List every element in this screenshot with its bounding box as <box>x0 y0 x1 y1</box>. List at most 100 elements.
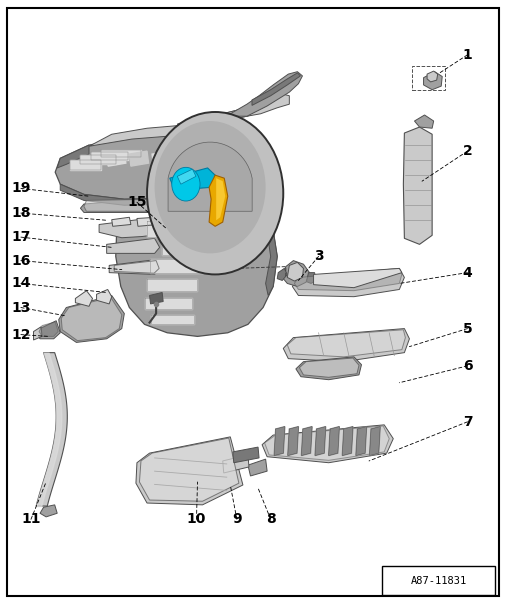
Polygon shape <box>220 151 239 166</box>
Polygon shape <box>107 238 160 253</box>
Polygon shape <box>414 115 433 128</box>
Polygon shape <box>84 199 160 211</box>
Circle shape <box>171 168 199 201</box>
Polygon shape <box>122 214 270 235</box>
Polygon shape <box>287 427 298 455</box>
Text: 4: 4 <box>462 266 471 280</box>
Polygon shape <box>80 198 163 212</box>
Polygon shape <box>295 357 361 380</box>
Text: 1: 1 <box>462 48 471 62</box>
Polygon shape <box>232 447 259 463</box>
Polygon shape <box>174 151 193 166</box>
Polygon shape <box>151 315 193 324</box>
Polygon shape <box>149 292 163 304</box>
Polygon shape <box>36 353 67 506</box>
Polygon shape <box>70 160 100 171</box>
Polygon shape <box>274 427 284 455</box>
Polygon shape <box>283 329 409 362</box>
Polygon shape <box>80 155 116 165</box>
Polygon shape <box>36 321 60 339</box>
Polygon shape <box>301 427 312 455</box>
Polygon shape <box>369 427 379 455</box>
Polygon shape <box>100 150 141 157</box>
Text: 16: 16 <box>11 254 30 268</box>
Text: 5: 5 <box>462 321 471 336</box>
Polygon shape <box>355 427 366 455</box>
Polygon shape <box>60 182 255 205</box>
Polygon shape <box>33 327 42 340</box>
Polygon shape <box>90 152 128 160</box>
Polygon shape <box>139 438 238 501</box>
Text: 13: 13 <box>11 300 30 315</box>
Polygon shape <box>169 168 215 190</box>
Polygon shape <box>137 217 158 226</box>
Text: 9: 9 <box>232 513 241 526</box>
Polygon shape <box>59 295 124 343</box>
Text: 7: 7 <box>462 415 471 429</box>
Polygon shape <box>209 175 227 226</box>
Polygon shape <box>147 279 197 291</box>
Polygon shape <box>149 259 202 273</box>
Circle shape <box>155 121 265 253</box>
Polygon shape <box>251 217 277 295</box>
Polygon shape <box>251 73 300 106</box>
Polygon shape <box>423 72 441 90</box>
Polygon shape <box>168 142 251 211</box>
Polygon shape <box>39 322 58 336</box>
Polygon shape <box>306 273 316 283</box>
Polygon shape <box>57 145 89 168</box>
Text: 3: 3 <box>313 250 323 264</box>
Polygon shape <box>109 259 161 274</box>
Polygon shape <box>426 71 437 82</box>
Polygon shape <box>222 455 248 473</box>
Text: 17: 17 <box>11 230 30 244</box>
Polygon shape <box>129 151 148 166</box>
Polygon shape <box>177 169 195 184</box>
Polygon shape <box>96 289 112 304</box>
Polygon shape <box>99 217 164 238</box>
Text: 18: 18 <box>11 206 31 220</box>
Text: 15: 15 <box>127 195 146 209</box>
Text: 12: 12 <box>11 327 31 341</box>
Polygon shape <box>112 217 131 226</box>
Polygon shape <box>264 426 388 460</box>
Text: 19: 19 <box>11 182 30 195</box>
Polygon shape <box>197 151 216 166</box>
Polygon shape <box>247 459 267 476</box>
Polygon shape <box>277 268 287 280</box>
Polygon shape <box>40 505 57 517</box>
Polygon shape <box>216 178 225 220</box>
Polygon shape <box>136 437 242 505</box>
Polygon shape <box>287 330 405 357</box>
Polygon shape <box>262 425 392 463</box>
Polygon shape <box>116 212 277 336</box>
FancyBboxPatch shape <box>381 566 494 595</box>
Polygon shape <box>147 221 194 236</box>
Polygon shape <box>152 151 171 166</box>
Polygon shape <box>212 94 289 124</box>
Polygon shape <box>328 427 339 455</box>
Polygon shape <box>315 427 325 455</box>
Polygon shape <box>299 358 358 377</box>
Circle shape <box>147 112 283 274</box>
Polygon shape <box>114 260 159 273</box>
Polygon shape <box>294 270 401 291</box>
Polygon shape <box>162 241 217 254</box>
Polygon shape <box>342 427 352 455</box>
Polygon shape <box>281 260 309 286</box>
Polygon shape <box>61 297 122 341</box>
Text: 10: 10 <box>186 513 206 526</box>
Text: 2: 2 <box>462 144 471 158</box>
Polygon shape <box>144 298 192 309</box>
Polygon shape <box>292 268 403 297</box>
Polygon shape <box>287 262 303 281</box>
Text: 8: 8 <box>265 513 275 526</box>
Polygon shape <box>402 127 431 244</box>
Polygon shape <box>177 97 277 126</box>
Polygon shape <box>55 134 263 199</box>
Polygon shape <box>75 291 92 306</box>
Text: 6: 6 <box>462 359 471 373</box>
Text: A87-11831: A87-11831 <box>410 576 466 586</box>
Polygon shape <box>313 268 401 288</box>
Polygon shape <box>212 72 302 116</box>
